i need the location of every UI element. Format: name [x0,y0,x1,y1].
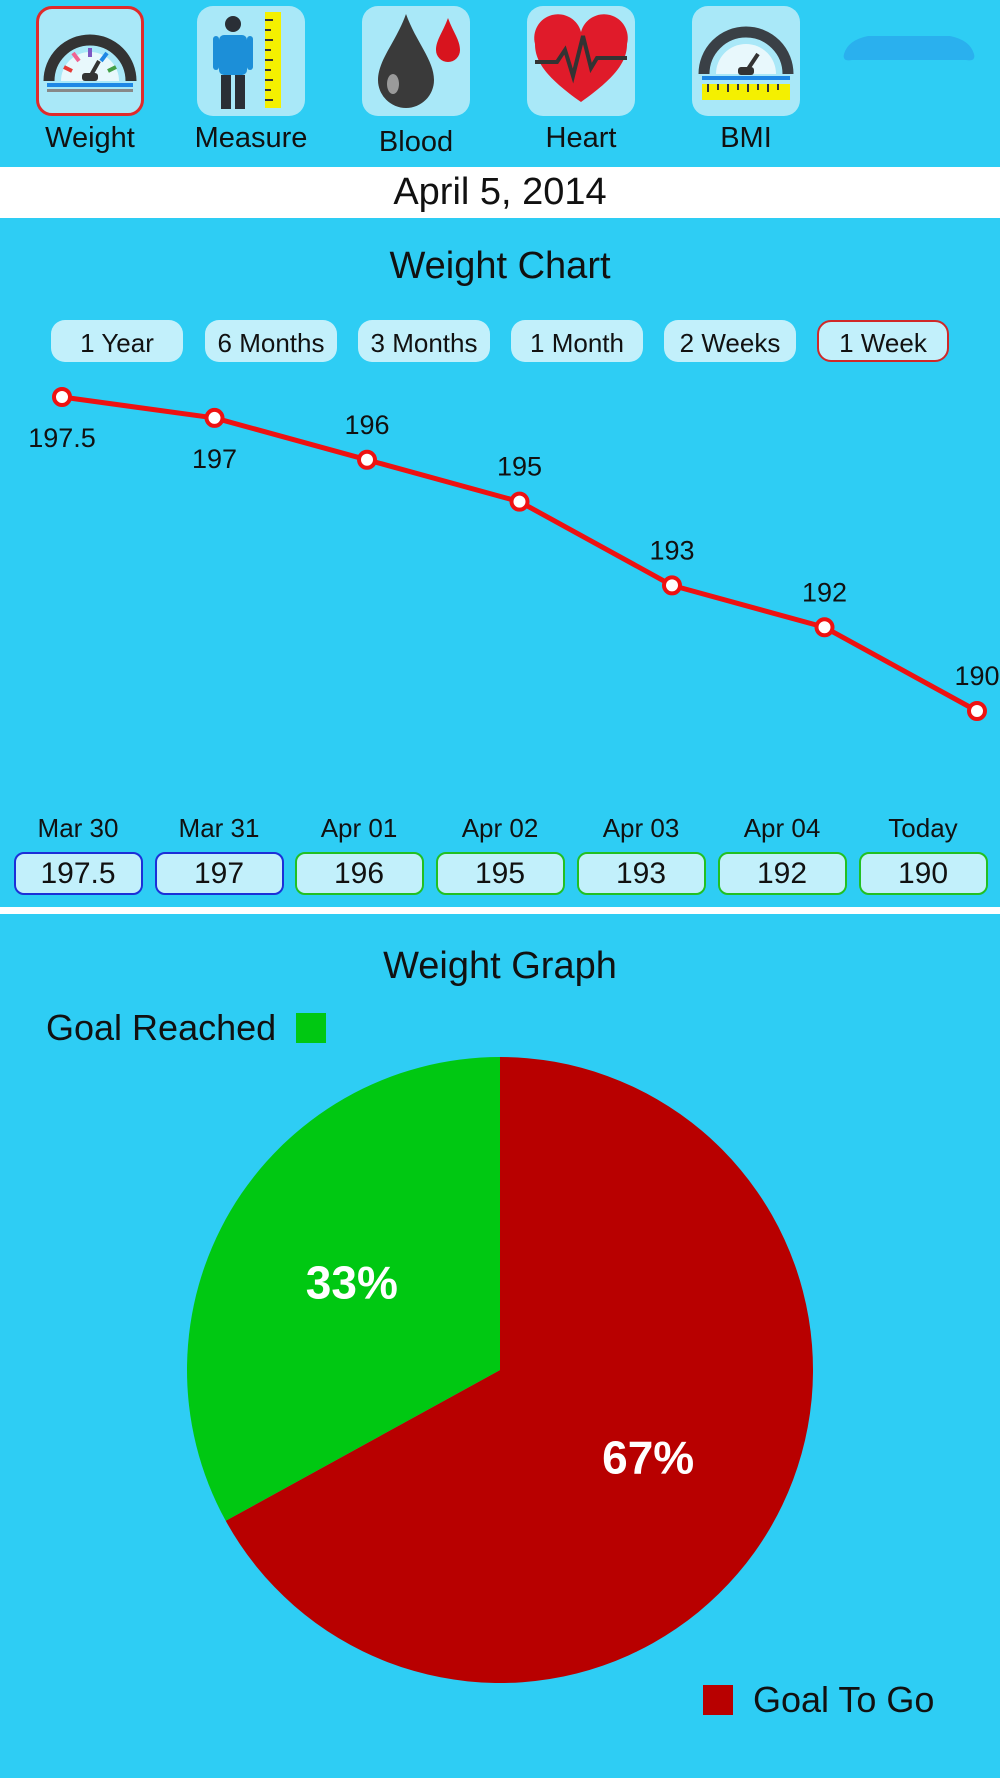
weight-pie-chart: 67% 33% [187,1057,814,1683]
day-column-mar-30: Mar 30 197.5 [13,812,143,895]
nav-item-measure[interactable]: Measure [186,6,316,156]
day-value-button[interactable]: 192 [717,852,847,895]
legend-goal-reached: Goal Reached [46,1003,327,1053]
nav-item-weight[interactable]: Weight [25,6,155,156]
nav-tile-measure [197,6,305,116]
day-value-button[interactable]: 197 [154,852,284,895]
nav-label-measure: Measure [194,122,308,154]
blood-drop-icon [378,14,460,108]
day-value-button[interactable]: 197.5 [13,852,143,895]
day-label: Apr 03 [602,813,680,843]
weight-data-point[interactable] [357,449,377,470]
day-label: Apr 02 [461,813,539,843]
day-value-button[interactable]: 195 [435,852,565,895]
day-value-button[interactable]: 193 [576,852,706,895]
range-button-1-month[interactable]: 1 Month [511,320,643,362]
pie-slice-goal-to-go [225,1057,814,1683]
weight-data-point[interactable] [509,491,530,512]
day-column-apr-04: Apr 04 192 [717,812,847,895]
weight-data-point[interactable] [662,575,682,596]
legend-goal-to-go-swatch [703,1685,733,1715]
nav-tile-weight [36,6,144,116]
section-divider [0,907,1000,914]
weight-data-label: 196 [344,410,389,440]
nav-label-heart: Heart [545,122,617,154]
pie-slice-goal-reached [187,1057,500,1521]
day-value-button[interactable]: 196 [294,852,424,895]
day-label: Mar 30 [37,813,119,843]
legend-goal-to-go-label: Goal To Go [753,1679,935,1720]
weight-data-label: 195 [497,452,542,482]
chart-title: Weight Chart [389,245,611,287]
legend-goal-reached-label: Goal Reached [46,1007,277,1048]
nav-label-bmi: BMI [720,122,772,154]
day-value-button[interactable]: 190 [858,852,988,895]
pie-label-goal-reached: 33% [306,1256,398,1308]
range-button-2-weeks[interactable]: 2 Weeks [664,320,796,362]
day-column-apr-01: Apr 01 196 [294,812,424,895]
weight-data-label: 197 [192,444,237,474]
range-button-1-week[interactable]: 1 Week [817,320,949,362]
nav-tile-blood [362,6,470,116]
chevron-up-icon[interactable] [838,26,980,66]
nav-label-weight: Weight [45,122,135,154]
legend-goal-to-go: Goal To Go [703,1675,934,1725]
body-ruler-icon [213,12,281,109]
weight-data-label: 193 [649,535,694,565]
nav-item-blood[interactable]: Blood [351,6,481,158]
nav-tile-bmi [692,6,800,116]
bmi-gauge-icon [698,26,794,100]
scale-gauge-icon [43,34,137,92]
day-label: Apr 01 [320,813,398,843]
range-selector: 1 Year 6 Months 3 Months 1 Month 2 Weeks… [0,320,1000,364]
weight-line-chart: 197.5 197 196 195 193 192 190 [28,387,1000,721]
weight-data-point[interactable] [52,387,72,407]
weight-data-label: 190 [954,661,999,691]
weight-data-point[interactable] [204,407,225,428]
legend-goal-reached-swatch [296,1013,327,1043]
day-column-mar-31: Mar 31 197 [154,812,284,895]
weight-data-label: 197.5 [28,423,96,453]
day-values-row: Mar 30 197.5 Mar 31 197 Apr 01 196 Apr 0… [0,812,1000,912]
day-column-apr-03: Apr 03 193 [576,812,706,895]
range-button-1-year[interactable]: 1 Year [51,320,183,362]
range-button-6-months[interactable]: 6 Months [205,320,337,362]
nav-item-bmi[interactable]: BMI [681,6,811,156]
weight-data-point[interactable] [814,617,835,638]
nav-item-heart[interactable]: Heart [516,6,646,156]
day-column-apr-02: Apr 02 195 [435,812,565,895]
day-label: Mar 31 [178,813,260,843]
graph-title: Weight Graph [383,945,617,987]
nav-label-blood: Blood [378,126,454,158]
day-column-today: Today 190 [858,812,988,895]
weight-data-point[interactable] [967,701,987,721]
day-label: Today [888,813,958,843]
pie-label-goal-to-go: 67% [602,1432,694,1484]
date-bar: April 5, 2014 [0,167,1000,218]
day-label: Apr 04 [743,813,821,843]
weight-data-label: 192 [802,577,847,607]
nav-tile-heart [527,6,635,116]
heart-pulse-icon [534,14,628,103]
top-nav: Weight Measure [0,0,1000,165]
range-button-3-months[interactable]: 3 Months [358,320,490,362]
